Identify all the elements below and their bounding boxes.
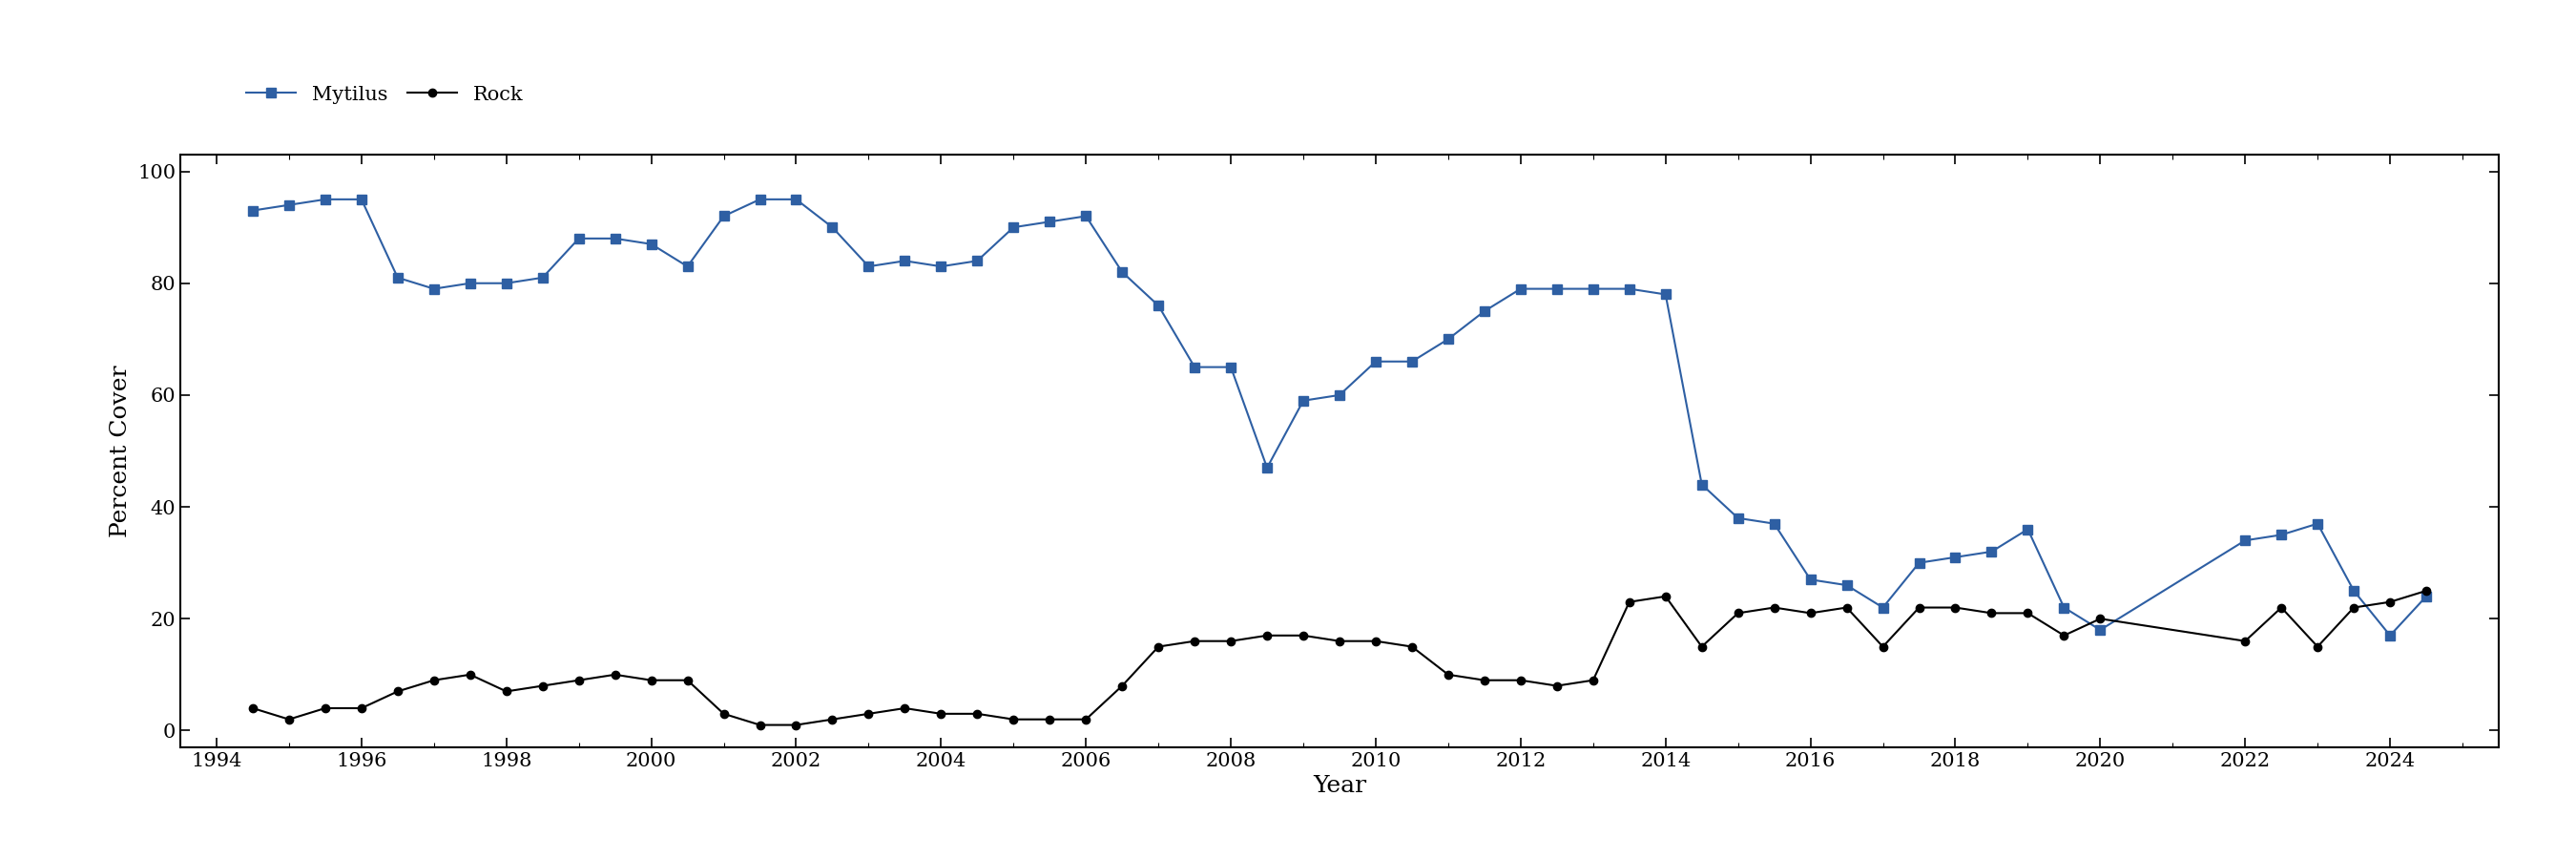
Rock [781,720,811,730]
Mytilus [744,194,775,204]
Mytilus [1651,289,1682,300]
Mytilus [309,194,340,204]
Legend: Mytilus, Rock: Mytilus, Rock [240,77,531,112]
Mytilus [1795,575,1826,585]
Rock [2339,602,2370,612]
Rock [2012,608,2043,618]
Mytilus [2411,591,2442,601]
Rock [744,720,775,730]
Rock [1795,608,1826,618]
Mytilus [2375,631,2406,641]
Mytilus [237,205,268,216]
Line: Rock: Rock [250,587,2429,729]
X-axis label: Year: Year [1314,776,1365,797]
Y-axis label: Percent Cover: Percent Cover [111,365,131,537]
Rock [237,703,268,713]
Mytilus [2012,524,2043,534]
Rock [1651,591,1682,601]
Rock [2411,586,2442,596]
Line: Mytilus: Mytilus [247,195,2432,640]
Rock [708,709,739,719]
Mytilus [781,194,811,204]
Mytilus [2303,519,2334,529]
